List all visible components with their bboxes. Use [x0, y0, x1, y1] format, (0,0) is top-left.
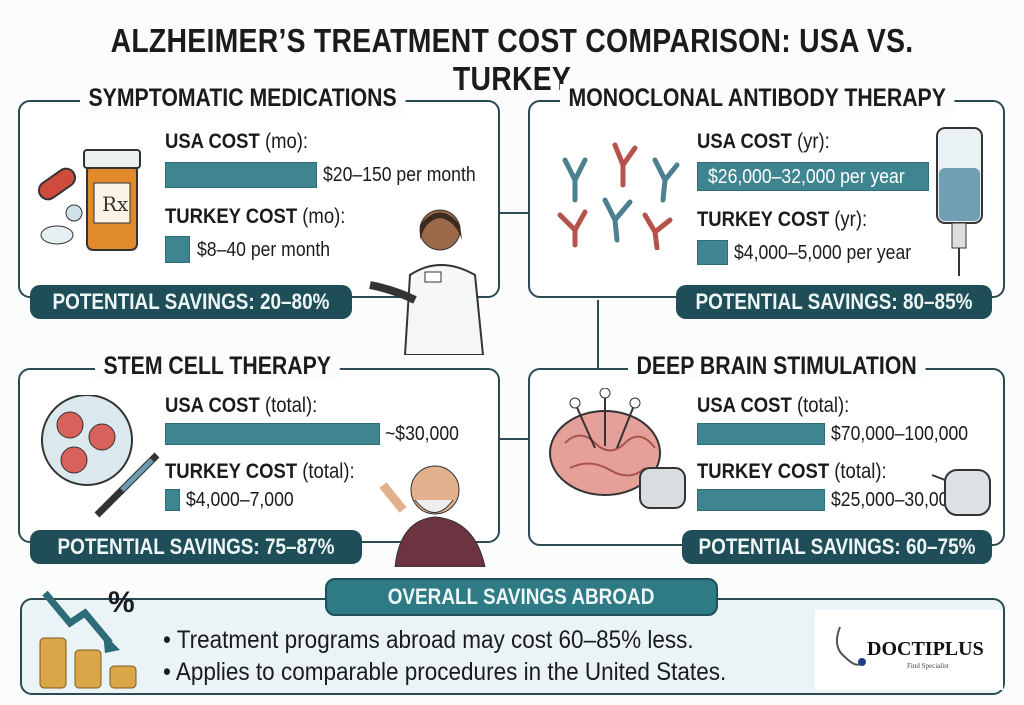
usa-cost-label: USA COST (mo): [165, 130, 309, 153]
usa-cost-label: USA COST (total): [697, 394, 850, 417]
coins-savings-icon [39, 590, 137, 689]
usa-cost-bar [165, 423, 380, 445]
stethoscope-icon [835, 626, 866, 666]
bullet-item: • Treatment programs abroad may cost 60–… [163, 626, 694, 654]
usa-cost-value: $26,000–32,000 per year [708, 166, 905, 188]
savings-badge: POTENTIAL SAVINGS: 75–87% [30, 530, 362, 564]
doctiplus-logo: DOCTIPLUS Find Specialist [815, 610, 1003, 690]
savings-badge: POTENTIAL SAVINGS: 80–85% [676, 285, 992, 319]
usa-cost-value: ~$30,000 [385, 423, 459, 445]
doctor-illustration-icon [369, 209, 485, 355]
usa-cost-value: $20–150 per month [323, 164, 476, 186]
turkey-cost-value: $25,000–30,000 [831, 489, 959, 511]
usa-cost-label: USA COST (yr): [697, 130, 830, 153]
turkey-cost-bar [165, 489, 180, 511]
turkey-cost-label: TURKEY COST (yr): [697, 208, 868, 231]
savings-badge: POTENTIAL SAVINGS: 60–75% [682, 530, 992, 564]
turkey-cost-bar [697, 240, 728, 265]
bullet-item: • Applies to comparable procedures in th… [163, 658, 727, 686]
usa-cost-bar [697, 423, 825, 445]
panel-title: DEEP BRAIN STIMULATION [628, 352, 926, 381]
usa-cost-value: $70,000–100,000 [831, 423, 969, 445]
turkey-cost-bar [165, 236, 190, 263]
connector [500, 212, 528, 214]
overall-savings-title: OVERALL SAVINGS ABROAD [325, 578, 718, 616]
turkey-cost-value: $4,000–7,000 [186, 489, 294, 511]
turkey-cost-label: TURKEY COST (total): [165, 460, 355, 483]
iv-bag-icon [936, 127, 983, 276]
connector [500, 438, 528, 440]
panel-title: MONOCLONAL ANTIBODY THERAPY [560, 84, 955, 113]
usa-cost-bar [697, 162, 929, 191]
svg-text:Rx: Rx [102, 192, 129, 216]
savings-badge: POTENTIAL SAVINGS: 20–80% [30, 285, 352, 319]
panel-title: STEM CELL THERAPY [95, 352, 340, 381]
turkey-cost-bar [697, 489, 825, 511]
antibody-icon [557, 142, 680, 250]
brain-icon [549, 388, 686, 509]
panel-title: SYMPTOMATIC MEDICATIONS [80, 84, 406, 113]
turkey-cost-label: TURKEY COST (mo): [165, 205, 346, 228]
stimulator-device-icon [931, 469, 991, 516]
turkey-cost-label: TURKEY COST (total): [697, 460, 887, 483]
elderly-patient-illustration-icon [379, 465, 486, 567]
percent-icon: % [108, 586, 135, 619]
turkey-cost-value: $4,000–5,000 per year [734, 242, 912, 264]
usa-cost-label: USA COST (total): [165, 394, 318, 417]
usa-cost-bar [165, 162, 317, 188]
connector [597, 300, 599, 368]
turkey-cost-value: $8–40 per month [197, 239, 331, 261]
page-title: ALZHEIMER’S TREATMENT COST COMPARISON: U… [110, 22, 914, 97]
pill-bottle-icon: Rx [37, 149, 141, 251]
petri-dish-icon [41, 395, 160, 518]
